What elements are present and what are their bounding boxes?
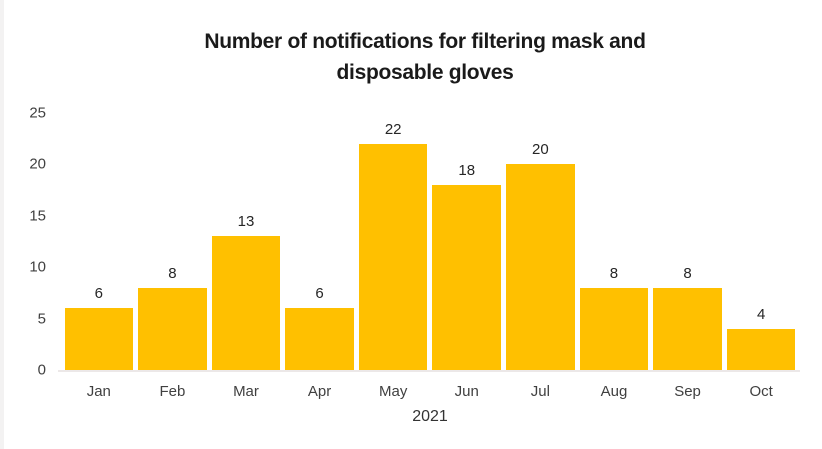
x-axis-title: 2021 <box>412 408 448 425</box>
x-axis-line <box>58 370 800 372</box>
bar-group-may: 22 May <box>358 113 428 400</box>
chart-title-line-1: Number of notifications for filtering ma… <box>204 30 646 53</box>
x-tick-label: May <box>379 383 408 400</box>
y-tick-label: 25 <box>29 104 46 122</box>
bar-group-oct: 4 Oct <box>726 113 796 400</box>
bar-value-label: 13 <box>237 213 255 231</box>
x-tick-label: Feb <box>159 383 186 400</box>
bar-series: 6 Jan 8 Feb 13 Mar 6 Apr 22 May 18 Jun 20 Jul 8 Aug 8 Sep… <box>62 113 798 400</box>
bar-jul <box>506 164 575 370</box>
bar-value-label: 4 <box>756 305 766 323</box>
bar-may <box>358 143 428 370</box>
bar-group-apr: 6 Apr <box>285 113 354 400</box>
bar-jan <box>64 308 134 370</box>
y-tick-label: 20 <box>29 155 46 173</box>
window-edge <box>0 0 4 449</box>
y-tick-label: 15 <box>29 207 46 225</box>
bar-value-label: 18 <box>458 161 476 179</box>
bar-value-label: 6 <box>94 285 103 303</box>
y-axis: 0 5 10 15 20 25 <box>8 106 46 378</box>
bar-group-aug: 8 Aug <box>579 113 649 400</box>
x-tick-label: Oct <box>749 383 773 400</box>
y-tick-label: 10 <box>29 258 46 276</box>
x-tick-label: Apr <box>307 383 332 400</box>
bar-apr <box>285 308 354 370</box>
bar-value-label: 6 <box>315 285 324 303</box>
x-tick-label: Aug <box>600 383 628 400</box>
bar-value-label: 8 <box>168 264 177 282</box>
x-tick-label: Sep <box>674 383 701 400</box>
bar-value-label: 20 <box>532 141 549 159</box>
bar-group-jun: 18 Jun <box>432 113 502 400</box>
plot-area: 6 Jan 8 Feb 13 Mar 6 Apr 22 May 18 Jun 20 Jul 8 Aug 8 Sep… <box>58 113 800 400</box>
bar-value-label: 8 <box>609 264 619 282</box>
bar-group-mar: 13 Mar <box>211 113 281 400</box>
bar-sep <box>653 287 722 370</box>
bar-group-jul: 20 Jul <box>506 113 575 400</box>
bar-group-sep: 8 Sep <box>653 113 722 400</box>
bar-group-feb: 8 Feb <box>138 113 207 400</box>
bar-value-label: 22 <box>384 120 402 138</box>
chart-title: Number of notifications for filtering ma… <box>0 26 822 88</box>
x-tick-label: Jun <box>454 383 479 400</box>
x-tick-label: Jul <box>530 383 550 400</box>
bar-mar <box>211 236 281 370</box>
y-tick-label: 5 <box>37 310 46 328</box>
x-tick-label: Mar <box>233 383 259 400</box>
x-tick-label: Jan <box>86 383 111 400</box>
bar-oct <box>726 328 796 370</box>
bar-feb <box>138 287 207 370</box>
bar-group-jan: 6 Jan <box>64 113 134 400</box>
bar-value-label: 8 <box>683 264 692 282</box>
bar-jun <box>432 184 502 370</box>
bar-aug <box>579 287 649 370</box>
chart-title-line-2: disposable gloves <box>336 61 514 84</box>
y-tick-label: 0 <box>37 361 46 379</box>
